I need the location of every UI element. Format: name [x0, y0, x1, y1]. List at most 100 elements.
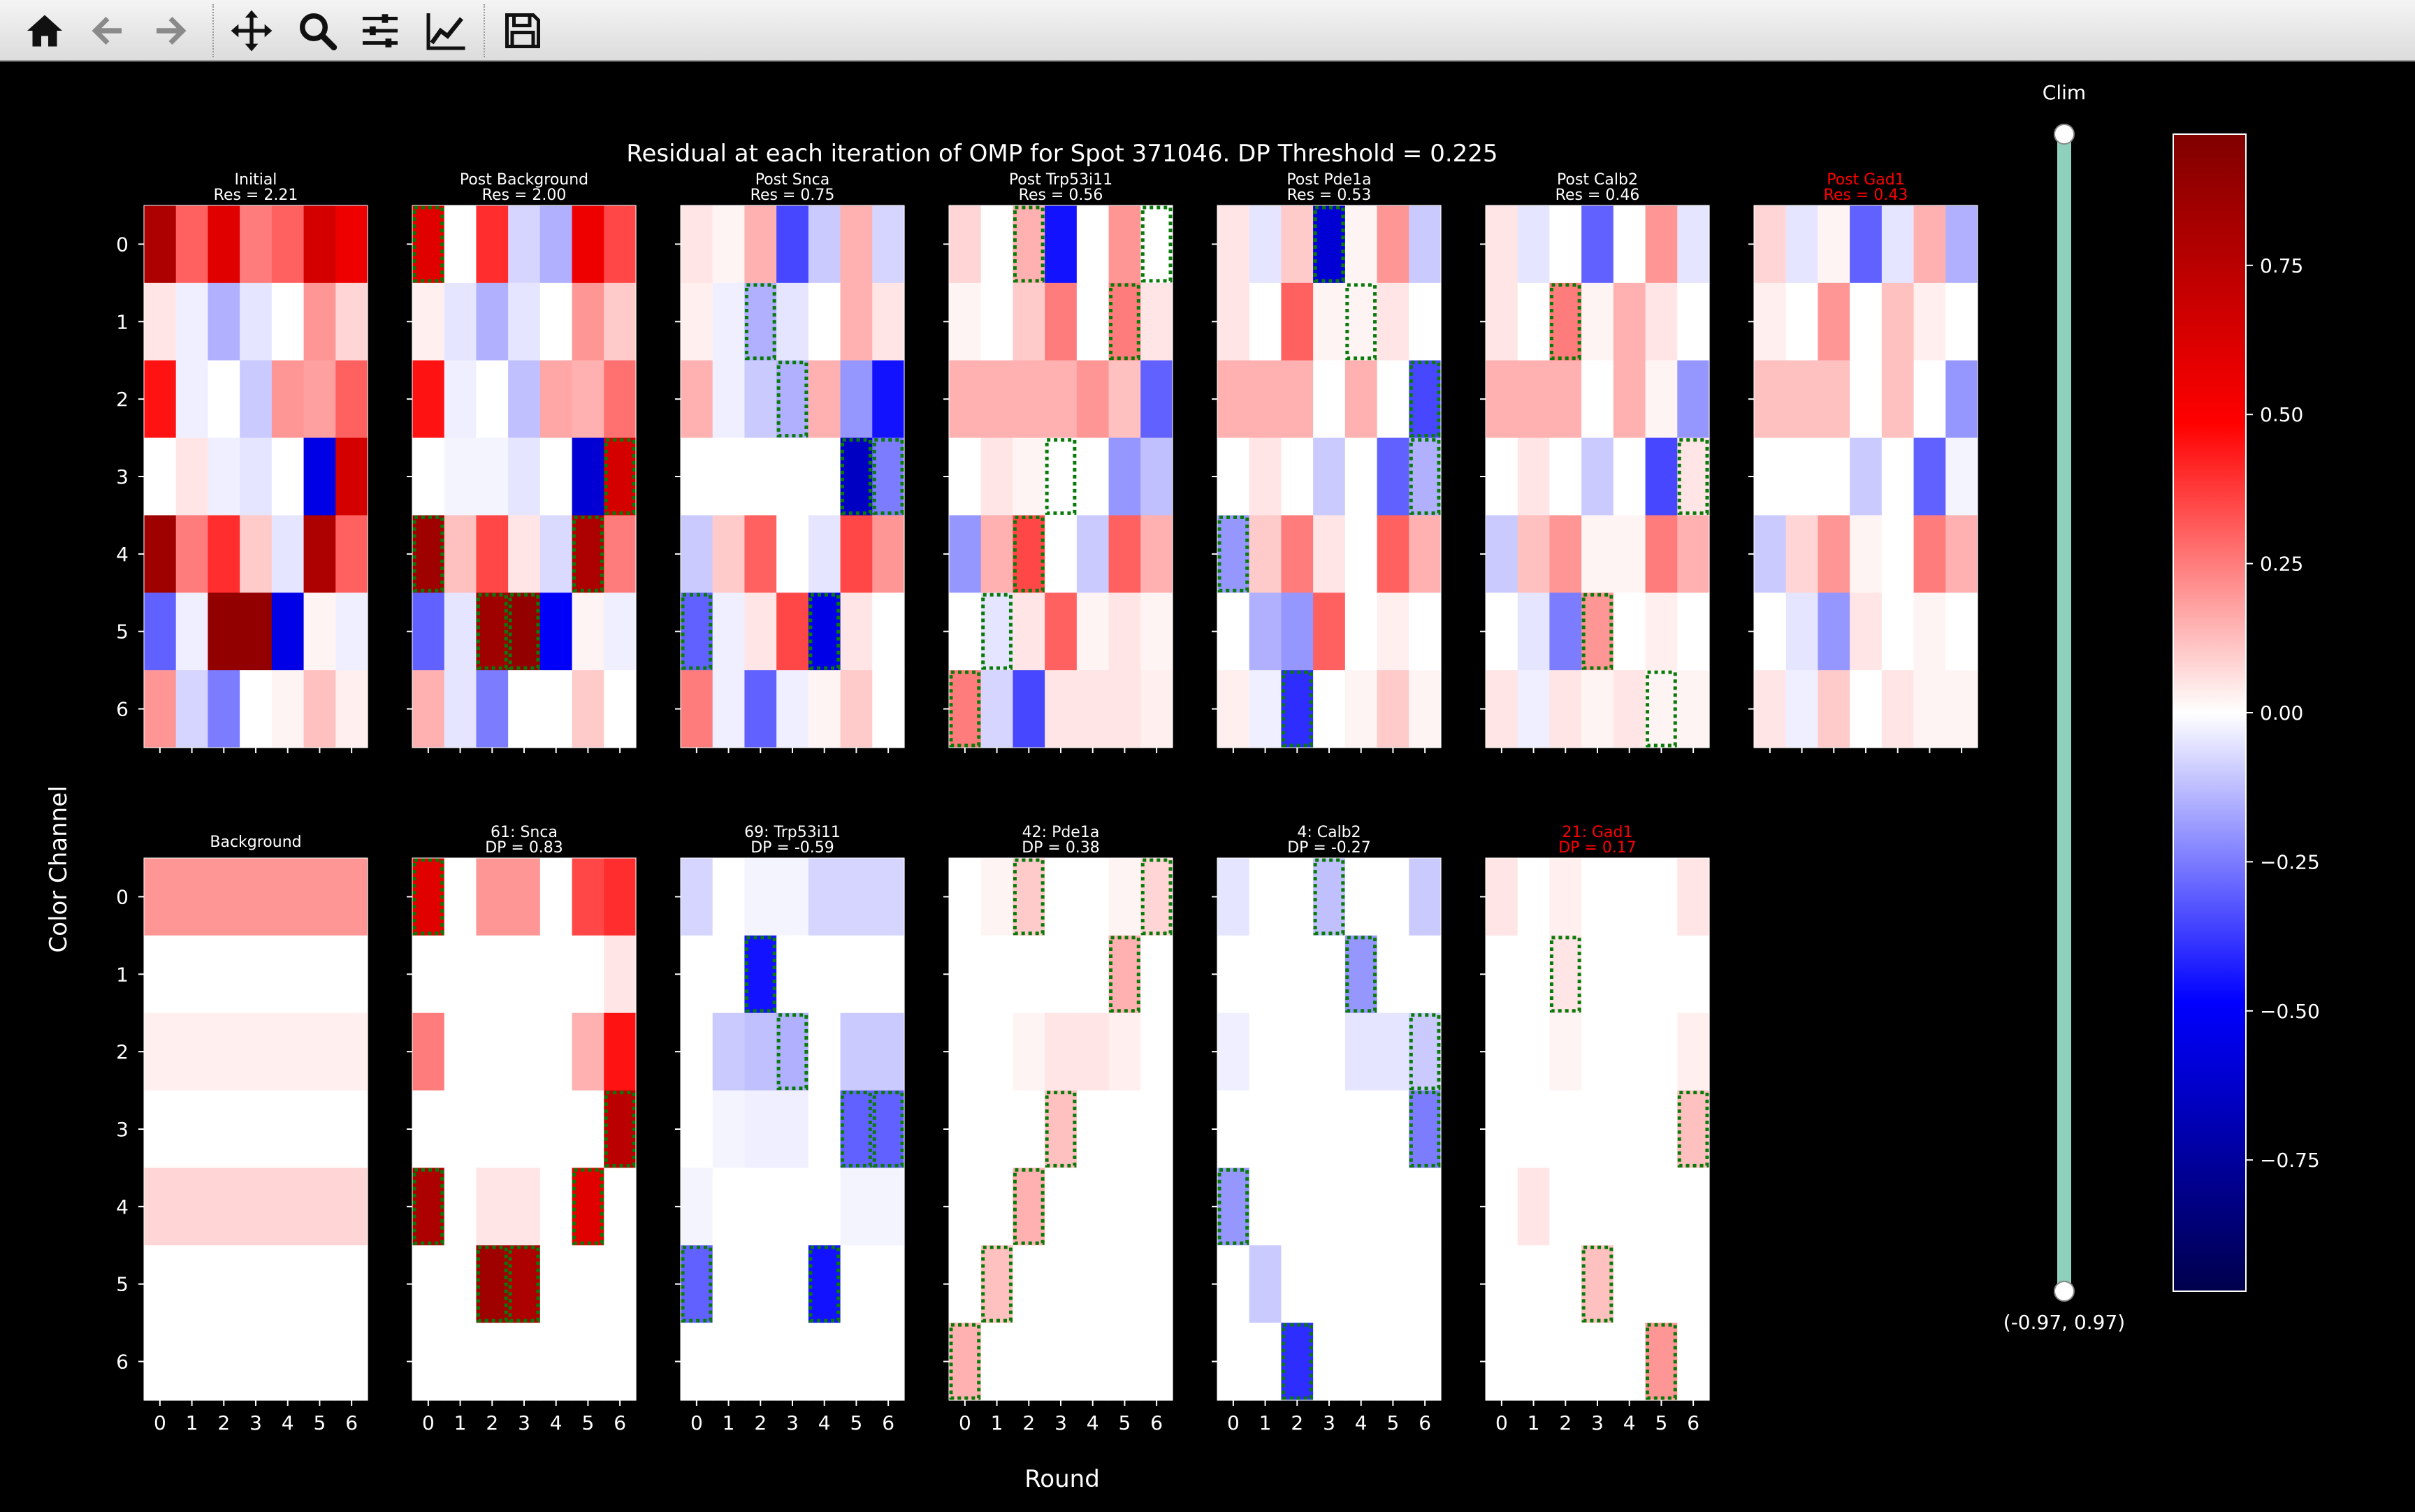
heatmap-cell — [508, 205, 541, 284]
x-tick-label: 4 — [1087, 1411, 1099, 1434]
clim-slider[interactable]: Clim (-0.97, 0.97) — [2003, 81, 2125, 1334]
home-button[interactable] — [17, 6, 73, 56]
heatmap-cell — [1581, 1168, 1614, 1246]
x-tick-label: 3 — [786, 1411, 799, 1434]
configure-subplots-button[interactable] — [352, 6, 408, 56]
heatmap-cell — [1850, 593, 1883, 671]
heatmap-cell — [840, 282, 873, 361]
heatmap-cell — [1281, 1168, 1314, 1246]
gene-code-box — [841, 1091, 872, 1168]
heatmap-cell — [681, 593, 713, 671]
heatmap-cell — [1076, 205, 1110, 284]
x-tick-label: 6 — [1150, 1411, 1163, 1434]
heatmap-cell — [980, 935, 1014, 1014]
heatmap-cell — [681, 205, 713, 284]
heatmap-cell — [240, 205, 273, 284]
panel-title: 61: Snca — [491, 824, 558, 841]
heatmap-cell — [1377, 360, 1409, 439]
heatmap-cell — [1281, 1012, 1314, 1091]
zoom-button[interactable] — [289, 6, 345, 56]
heatmap-cell — [1313, 360, 1346, 439]
heatmap-cell — [412, 858, 445, 936]
heatmap-cell — [1581, 360, 1614, 439]
heatmap-cell — [144, 515, 177, 593]
x-tick-label: 1 — [723, 1411, 735, 1434]
pan-button[interactable] — [224, 6, 280, 56]
heatmap-cell — [840, 1012, 873, 1091]
heatmap-cell — [1613, 858, 1646, 936]
heatmap-cell — [776, 935, 809, 1014]
heatmap-cell — [1409, 1012, 1442, 1091]
heatmap-cell — [1613, 593, 1646, 671]
heatmap-cell — [271, 1090, 305, 1169]
heatmap-cell — [744, 437, 777, 516]
gene-code-box — [572, 515, 604, 593]
heatmap-cell — [840, 360, 873, 439]
x-tick-label: 6 — [345, 1411, 358, 1434]
heatmap-cell — [208, 1323, 240, 1401]
heatmap-cell — [1249, 1090, 1282, 1169]
heatmap-cell — [1486, 1090, 1518, 1169]
heatmap-cell — [840, 935, 873, 1014]
heatmap-cell — [776, 1090, 809, 1169]
heatmap-cell — [303, 1090, 336, 1169]
x-tick-label: 1 — [1528, 1411, 1540, 1434]
heatmap-cell — [335, 360, 368, 439]
x-tick-label: 6 — [1419, 1411, 1431, 1434]
gene-code-box — [681, 593, 713, 670]
heatmap-cell — [1013, 515, 1045, 593]
heatmap-cell — [1108, 515, 1141, 593]
heatmap-cell — [412, 1168, 445, 1246]
heatmap-cell — [271, 360, 305, 439]
heatmap-cell — [1217, 858, 1250, 936]
heatmap-cell — [1818, 670, 1850, 748]
x-tick-label: 3 — [1054, 1411, 1067, 1434]
gene-code-box — [572, 1168, 604, 1245]
save-button[interactable] — [495, 6, 551, 56]
gene-code-box — [1140, 205, 1173, 283]
x-tick-label: 2 — [1291, 1411, 1303, 1434]
heatmap-cell — [872, 670, 905, 748]
heatmap-cell — [1754, 593, 1787, 671]
slider-min-handle[interactable] — [2054, 1281, 2075, 1302]
heatmap-cell — [240, 1323, 273, 1401]
heatmap-cell — [208, 1245, 240, 1323]
panel-title: Post Trp53i11 — [1009, 171, 1112, 189]
slider-track[interactable] — [2057, 134, 2071, 1291]
heatmap-cell — [508, 593, 541, 671]
heatmap-cell — [271, 1245, 305, 1323]
gene-code-box — [412, 1168, 444, 1245]
heatmap-cell — [1645, 1245, 1678, 1323]
gene-code-box — [1013, 205, 1045, 283]
colorbar-ticks: 0.75 0.50 0.25 0.00 −0.25 −0.50 −0.75 — [2246, 254, 2320, 1172]
panel-title: Post Calb2 — [1557, 171, 1638, 189]
heatmap-cell — [144, 1245, 177, 1323]
heatmap-cell — [1486, 515, 1518, 593]
gene-code-box — [808, 1245, 841, 1323]
heatmap-cell — [980, 515, 1014, 593]
heatmap-cell — [1881, 205, 1915, 284]
heatmap-cell — [412, 1090, 445, 1169]
heatmap-cell — [1249, 360, 1282, 439]
heatmap-cell — [271, 935, 305, 1014]
heatmap-cell — [1377, 1090, 1409, 1169]
forward-button[interactable] — [143, 6, 198, 56]
heatmap-cell — [1945, 205, 1978, 284]
heatmap-cell — [1377, 1168, 1409, 1246]
edit-axis-button[interactable] — [418, 6, 474, 56]
colorbar-gradient — [2173, 133, 2247, 1292]
heatmap-cell — [1517, 670, 1551, 748]
heatmap-cell — [1045, 360, 1078, 439]
heatmap-cell — [1409, 515, 1442, 593]
heatmap-cell — [1281, 935, 1314, 1014]
heatmap-cell — [1076, 1012, 1110, 1091]
heatmap-cell — [744, 1245, 777, 1323]
slider-max-handle[interactable] — [2054, 124, 2075, 145]
heatmap-cell — [335, 1245, 368, 1323]
heatmap-cell — [1409, 1245, 1442, 1323]
heatmap-cell — [744, 670, 777, 748]
heatmap-cell — [508, 437, 541, 516]
back-button[interactable] — [80, 6, 136, 56]
heatmap-cell — [1313, 935, 1346, 1014]
